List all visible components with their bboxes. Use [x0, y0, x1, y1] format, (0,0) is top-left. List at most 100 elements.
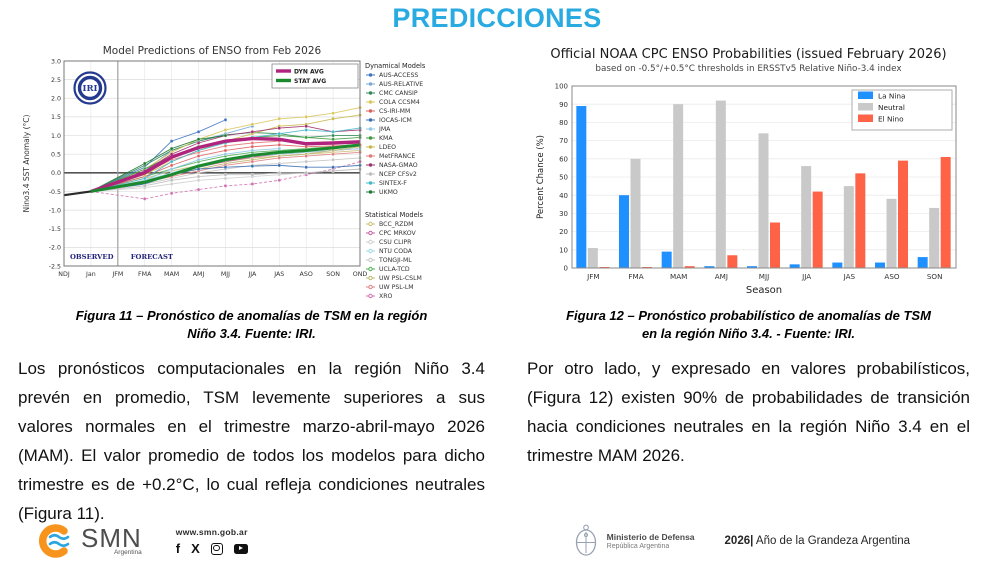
svg-text:1.5: 1.5	[51, 114, 61, 121]
svg-text:10: 10	[559, 246, 568, 254]
svg-text:JMA: JMA	[378, 126, 391, 133]
enso-probabilities-chart: 0 10 20 30 40 50 60 70 80 90 100 JFM FMA MAM AMJ MJJ JJA…	[536, 83, 956, 296]
caption-line: en la región Niño 3.4. - Fuente: IRI.	[641, 326, 856, 342]
footer-right: Ministerio de Defensa República Argentin…	[573, 523, 910, 559]
svg-text:-2.0: -2.0	[49, 245, 61, 252]
svg-text:AUS-RELATIVE: AUS-RELATIVE	[379, 81, 423, 88]
svg-text:FMA: FMA	[138, 271, 152, 278]
svg-text:JAS: JAS	[273, 271, 284, 278]
svg-text:90: 90	[559, 101, 568, 109]
svg-text:IRI: IRI	[82, 84, 97, 94]
ministry-name: Ministerio de Defensa	[606, 532, 695, 542]
figure12-caption: Figura 12 – Pronóstico probabilístico de…	[527, 307, 970, 343]
x-icon[interactable]: X	[191, 541, 200, 556]
ministry-country: República Argentina	[606, 543, 670, 550]
svg-text:CSU CLIPR: CSU CLIPR	[379, 239, 412, 246]
svg-text:30: 30	[559, 210, 568, 218]
svg-text:STAT AVG: STAT AVG	[294, 78, 326, 85]
svg-text:TONGJI-ML: TONGJI-ML	[378, 257, 412, 264]
svg-text:JJA: JJA	[801, 272, 811, 281]
smn-logo-block: SMN Argentina	[35, 523, 142, 559]
svg-text:Season: Season	[745, 285, 781, 296]
figure11-area: -2.5 -2.0 -1.5 -1.0 -0.5 0.0 0.5 1.0 1.5 2.0 2.5 3.…	[18, 39, 485, 307]
facebook-icon[interactable]: f	[175, 541, 181, 556]
footer-left: SMN Argentina www.smn.gob.ar f X	[35, 523, 248, 559]
svg-text:KMA: KMA	[379, 135, 393, 142]
svg-text:CMC CANSIP: CMC CANSIP	[379, 90, 418, 97]
svg-text:70: 70	[559, 137, 568, 145]
svg-text:NASA-GMAO: NASA-GMAO	[379, 162, 418, 169]
svg-text:OND: OND	[353, 271, 368, 278]
left-column: -2.5 -2.0 -1.5 -1.0 -0.5 0.0 0.5 1.0 1.5 2.0 2.5 3.…	[0, 39, 497, 529]
svg-text:-1.0: -1.0	[49, 207, 61, 214]
svg-text:MAM: MAM	[164, 271, 179, 278]
svg-text:JAS: JAS	[842, 272, 855, 281]
page-title: PREDICCIONES	[392, 3, 602, 33]
svg-text:SON: SON	[326, 271, 340, 278]
svg-text:50: 50	[559, 174, 568, 182]
footer: SMN Argentina www.smn.gob.ar f X	[0, 523, 994, 559]
svg-text:Model Predictions of ENSO from: Model Predictions of ENSO from Feb 2026	[103, 45, 322, 57]
svg-text:El Nino: El Nino	[878, 114, 904, 123]
year: 2026|	[724, 535, 754, 547]
svg-text:MAM: MAM	[670, 272, 687, 281]
svg-text:Statistical Models: Statistical Models	[365, 211, 423, 219]
svg-text:BCC_RZDM: BCC_RZDM	[379, 221, 414, 228]
left-paragraph: Los pronósticos computacionales en la re…	[18, 359, 485, 523]
svg-text:0.0: 0.0	[51, 170, 61, 177]
svg-text:AUS-ACCESS: AUS-ACCESS	[379, 72, 418, 79]
svg-text:Neutral: Neutral	[878, 103, 905, 112]
svg-text:SINTEX-F: SINTEX-F	[379, 180, 407, 187]
smn-wordmark: SMN Argentina	[81, 522, 142, 556]
ministry-block: Ministerio de Defensa República Argentin…	[573, 523, 695, 559]
svg-text:0: 0	[563, 265, 567, 273]
svg-text:Dynamical Models: Dynamical Models	[365, 62, 426, 70]
coat-of-arms-icon	[575, 524, 596, 556]
svg-text:60: 60	[559, 155, 568, 163]
svg-text:-2.5: -2.5	[49, 263, 61, 270]
svg-text:FMA: FMA	[628, 272, 643, 281]
svg-text:1.0: 1.0	[51, 133, 61, 140]
svg-text:CS-IRI-MM: CS-IRI-MM	[379, 108, 410, 115]
svg-text:80: 80	[559, 119, 568, 127]
smn-name: SMN	[81, 522, 142, 553]
svg-text:DYN AVG: DYN AVG	[294, 68, 324, 75]
instagram-icon[interactable]	[210, 542, 223, 555]
svg-text:Jan: Jan	[85, 271, 96, 278]
web-block: www.smn.gob.ar f X	[176, 527, 248, 555]
svg-text:ASO: ASO	[300, 271, 313, 278]
caption-line: Niño 3.4. Fuente: IRI.	[187, 326, 316, 342]
svg-text:3.0: 3.0	[51, 58, 61, 65]
svg-text:LDEO: LDEO	[379, 144, 396, 151]
caption-line: Figura 11 – Pronóstico de anomalías de T…	[75, 308, 428, 323]
svg-text:JFM: JFM	[111, 271, 123, 278]
svg-text:OBSERVED: OBSERVED	[70, 253, 114, 261]
svg-text:JFM: JFM	[586, 272, 599, 281]
svg-text:-1.5: -1.5	[49, 226, 61, 233]
bar-chart-subtitle: based on -0.5°/+0.5°C thresholds in ERSS…	[595, 64, 902, 74]
figure11-caption: Figura 11 – Pronóstico de anomalías de T…	[18, 307, 485, 343]
svg-text:NTU CODA: NTU CODA	[379, 248, 413, 255]
svg-text:2.5: 2.5	[51, 77, 61, 84]
svg-text:40: 40	[559, 192, 568, 200]
svg-text:2.0: 2.0	[51, 96, 61, 103]
svg-text:UW PSL-LM: UW PSL-LM	[379, 284, 414, 291]
right-paragraph: Por otro lado, y expresado en valores pr…	[527, 359, 970, 466]
youtube-icon[interactable]	[233, 543, 248, 554]
svg-text:UW PSL-CSLM: UW PSL-CSLM	[379, 275, 422, 282]
bar-chart-title: Official NOAA CPC ENSO Probabilities (is…	[550, 47, 947, 62]
svg-text:Percent Chance (%): Percent Chance (%)	[536, 135, 546, 219]
svg-text:MJJ: MJJ	[221, 271, 230, 278]
svg-text:AMJ: AMJ	[193, 271, 205, 278]
svg-text:ASO: ASO	[884, 272, 899, 281]
content-columns: -2.5 -2.0 -1.5 -1.0 -0.5 0.0 0.5 1.0 1.5 2.0 2.5 3.…	[0, 39, 994, 529]
enso-plume-chart: -2.5 -2.0 -1.5 -1.0 -0.5 0.0 0.5 1.0 1.5 2.0 2.5 3.…	[22, 45, 426, 300]
svg-text:MJJ: MJJ	[758, 272, 768, 281]
smn-logo-icon	[38, 524, 70, 558]
ministry-text: Ministerio de Defensa República Argentin…	[607, 532, 695, 550]
slogan: Año de la Grandeza Argentina	[753, 535, 910, 547]
smn-url[interactable]: www.smn.gob.ar	[175, 527, 248, 537]
year-slogan: 2026| Año de la Grandeza Argentina	[725, 535, 910, 547]
svg-text:XRO: XRO	[379, 293, 393, 300]
